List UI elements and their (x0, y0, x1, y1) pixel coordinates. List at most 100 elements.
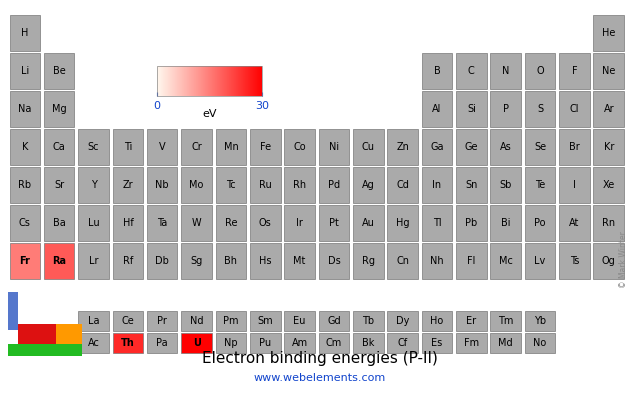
Bar (319, 333, 349, 353)
Text: Cd: Cd (396, 180, 409, 190)
Text: Ge: Ge (465, 142, 478, 152)
Bar (559, 205, 589, 241)
Bar (559, 91, 589, 127)
Text: Xe: Xe (603, 180, 615, 190)
Bar (456, 243, 486, 279)
Bar (8, 292, 18, 330)
Text: Gd: Gd (327, 316, 340, 326)
Text: Og: Og (602, 256, 616, 266)
Text: In: In (433, 180, 442, 190)
Text: Ts: Ts (570, 256, 579, 266)
Text: Th: Th (121, 338, 135, 348)
Bar (10, 53, 40, 89)
Bar (78, 243, 109, 279)
Text: Se: Se (534, 142, 546, 152)
Bar (525, 129, 556, 165)
Bar (456, 129, 486, 165)
Text: Be: Be (53, 66, 65, 76)
Bar (490, 243, 521, 279)
Text: V: V (159, 142, 166, 152)
Bar (319, 311, 349, 331)
Text: Zr: Zr (123, 180, 133, 190)
Bar (284, 167, 315, 203)
Text: He: He (602, 28, 616, 38)
Text: Ca: Ca (53, 142, 65, 152)
Text: Mo: Mo (189, 180, 204, 190)
Bar (387, 243, 418, 279)
Text: Hs: Hs (259, 256, 271, 266)
Bar (250, 205, 280, 241)
Text: As: As (500, 142, 511, 152)
Text: Ni: Ni (329, 142, 339, 152)
Text: Na: Na (18, 104, 31, 114)
Bar (490, 129, 521, 165)
Bar (456, 311, 486, 331)
Text: Rb: Rb (19, 180, 31, 190)
Text: © Mark Winter: © Mark Winter (620, 232, 628, 288)
Text: Tc: Tc (226, 180, 236, 190)
Text: Dy: Dy (396, 316, 410, 326)
Text: Lu: Lu (88, 218, 99, 228)
Bar (147, 243, 177, 279)
Bar (250, 243, 280, 279)
Text: Ac: Ac (88, 338, 99, 348)
Bar (113, 333, 143, 353)
Text: Fm: Fm (464, 338, 479, 348)
Bar (353, 205, 383, 241)
Text: Sr: Sr (54, 180, 64, 190)
Text: Mc: Mc (499, 256, 513, 266)
Text: Am: Am (292, 338, 308, 348)
Bar (181, 205, 212, 241)
Bar (78, 129, 109, 165)
Text: Sm: Sm (257, 316, 273, 326)
Bar (147, 205, 177, 241)
Text: Tl: Tl (433, 218, 442, 228)
Bar (8, 344, 82, 356)
Bar (44, 205, 74, 241)
Text: U: U (193, 338, 200, 348)
Bar (216, 311, 246, 331)
Text: Sn: Sn (465, 180, 477, 190)
Bar (422, 129, 452, 165)
Bar (387, 129, 418, 165)
Bar (216, 129, 246, 165)
Bar (18, 324, 56, 348)
Text: Sc: Sc (88, 142, 99, 152)
Text: W: W (192, 218, 202, 228)
Text: Bh: Bh (225, 256, 237, 266)
Bar (593, 243, 624, 279)
Text: No: No (533, 338, 547, 348)
Bar (490, 91, 521, 127)
Text: Ta: Ta (157, 218, 168, 228)
Bar (525, 311, 556, 331)
Bar (456, 53, 486, 89)
Bar (319, 205, 349, 241)
Bar (284, 311, 315, 331)
Text: Pt: Pt (329, 218, 339, 228)
Bar (250, 167, 280, 203)
Text: Lr: Lr (89, 256, 99, 266)
Bar (56, 324, 82, 348)
Text: Ho: Ho (430, 316, 444, 326)
Bar (113, 167, 143, 203)
Text: Rn: Rn (602, 218, 615, 228)
Bar (387, 205, 418, 241)
Text: N: N (502, 66, 509, 76)
Bar (490, 167, 521, 203)
Bar (422, 205, 452, 241)
Text: Tb: Tb (362, 316, 374, 326)
Bar (353, 243, 383, 279)
Bar (147, 167, 177, 203)
Bar (250, 333, 280, 353)
Text: Rf: Rf (123, 256, 133, 266)
Bar (250, 311, 280, 331)
Bar (490, 53, 521, 89)
Bar (490, 205, 521, 241)
Text: Cs: Cs (19, 218, 31, 228)
Text: Hg: Hg (396, 218, 410, 228)
Bar (422, 53, 452, 89)
Bar (10, 167, 40, 203)
Bar (284, 205, 315, 241)
Text: Np: Np (224, 338, 237, 348)
Text: Bk: Bk (362, 338, 374, 348)
